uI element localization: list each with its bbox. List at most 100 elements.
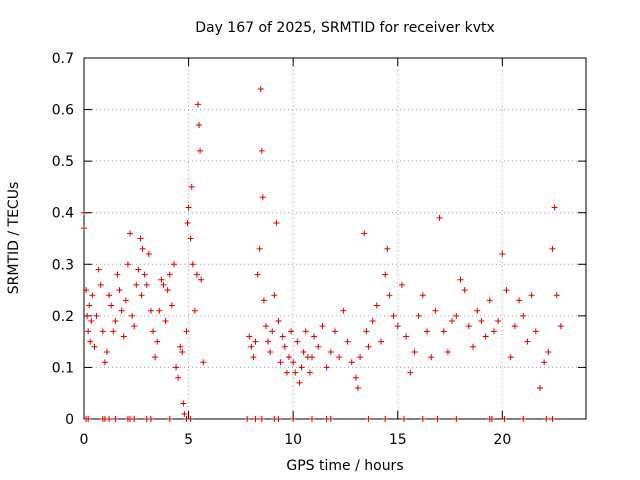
data-point xyxy=(193,271,200,278)
data-point xyxy=(290,359,297,366)
grid-lines xyxy=(84,58,586,419)
data-point xyxy=(89,292,96,299)
data-point xyxy=(302,328,309,335)
data-point xyxy=(398,281,405,288)
data-point xyxy=(191,307,198,314)
data-point xyxy=(382,271,389,278)
data-point xyxy=(344,338,351,345)
data-point xyxy=(81,209,87,216)
data-point xyxy=(145,250,152,257)
data-point xyxy=(507,354,514,361)
data-point xyxy=(292,369,299,376)
data-point xyxy=(269,328,276,335)
data-point xyxy=(543,416,550,422)
data-point xyxy=(474,307,481,314)
data-point xyxy=(557,323,564,330)
data-point xyxy=(428,354,435,361)
data-point xyxy=(139,245,146,252)
chart-title: Day 167 of 2025, SRMTID for receiver kvt… xyxy=(195,20,495,36)
data-point xyxy=(85,416,92,422)
data-point xyxy=(265,338,272,345)
data-point xyxy=(401,416,408,422)
data-point xyxy=(152,354,159,361)
data-point xyxy=(332,328,338,335)
data-point xyxy=(256,245,263,252)
data-point xyxy=(271,292,278,299)
data-point xyxy=(499,250,506,257)
data-point xyxy=(99,328,106,335)
x-tick-label: 15 xyxy=(389,432,407,448)
data-point xyxy=(129,312,136,319)
data-point xyxy=(520,312,527,319)
data-point xyxy=(277,359,284,366)
data-point xyxy=(357,354,364,361)
data-point xyxy=(419,292,426,299)
data-point xyxy=(112,416,119,422)
data-point xyxy=(104,348,111,355)
data-point xyxy=(93,312,100,319)
x-axis-label: GPS time / hours xyxy=(286,458,403,474)
data-point xyxy=(470,343,477,350)
data-point xyxy=(164,287,171,294)
data-point xyxy=(495,318,502,325)
data-point xyxy=(549,245,556,252)
data-point xyxy=(308,416,315,422)
data-point xyxy=(327,416,334,422)
data-point xyxy=(319,323,326,330)
data-point xyxy=(183,328,190,335)
data-point xyxy=(549,416,556,422)
data-point xyxy=(308,354,315,361)
data-point xyxy=(283,369,290,376)
data-point xyxy=(465,323,472,330)
data-point xyxy=(434,416,441,422)
data-point xyxy=(553,292,560,299)
data-point xyxy=(120,333,127,340)
data-point xyxy=(279,333,286,340)
data-point xyxy=(541,359,548,366)
data-point xyxy=(184,220,191,227)
data-point xyxy=(180,400,187,407)
data-point xyxy=(116,287,123,294)
data-point xyxy=(486,297,493,304)
data-point xyxy=(411,348,418,355)
data-point xyxy=(488,416,495,422)
data-point xyxy=(101,359,108,366)
data-point xyxy=(141,271,148,278)
data-point xyxy=(298,364,305,371)
data-point xyxy=(154,338,161,345)
data-point xyxy=(122,297,129,304)
y-tick-label: 0.6 xyxy=(52,103,74,119)
data-point xyxy=(453,312,460,319)
data-point xyxy=(294,338,301,345)
data-point xyxy=(407,369,414,376)
data-point xyxy=(257,85,264,92)
data-point xyxy=(482,333,489,340)
data-point xyxy=(118,307,125,314)
data-point xyxy=(147,307,154,314)
data-point xyxy=(131,416,138,422)
data-point xyxy=(258,416,265,422)
data-point xyxy=(135,266,142,273)
data-point xyxy=(352,374,359,381)
data-point xyxy=(260,297,267,304)
data-point xyxy=(170,261,177,268)
data-point xyxy=(373,302,380,309)
data-point xyxy=(365,416,372,422)
data-point xyxy=(382,416,389,422)
data-point xyxy=(259,194,266,201)
data-point xyxy=(189,261,196,268)
data-point xyxy=(449,318,456,325)
data-point xyxy=(275,318,282,325)
data-point xyxy=(250,354,257,361)
data-point xyxy=(177,343,184,350)
data-point xyxy=(453,416,460,422)
y-tick-label: 0.1 xyxy=(52,360,74,376)
data-point xyxy=(436,214,443,221)
data-point xyxy=(158,276,165,283)
data-point xyxy=(300,348,307,355)
data-point xyxy=(285,354,292,361)
data-point xyxy=(252,416,259,422)
data-point xyxy=(290,416,297,422)
data-point xyxy=(296,379,303,386)
